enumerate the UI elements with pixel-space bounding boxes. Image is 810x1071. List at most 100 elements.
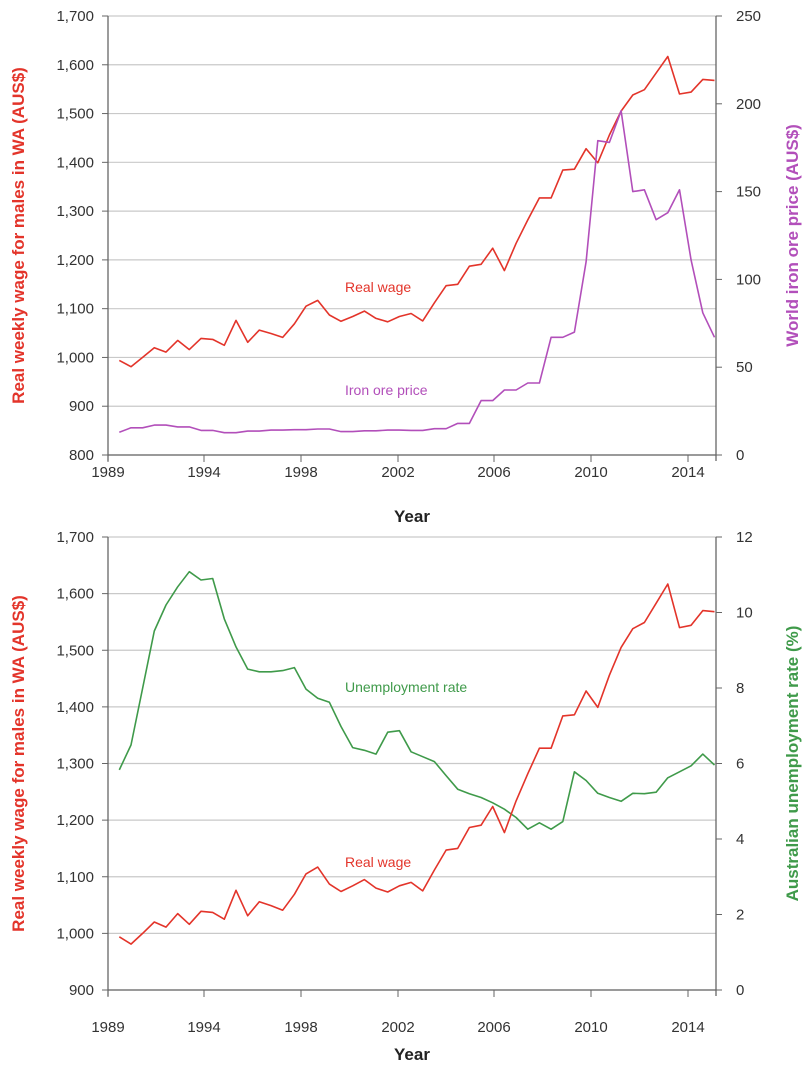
y-tick-label-left: 1,000 — [56, 349, 94, 366]
data-point-unemployment-rate — [328, 701, 331, 704]
data-point-unemployment-rate — [118, 768, 121, 771]
data-point-real-wage — [270, 904, 273, 907]
data-point-unemployment-rate — [468, 792, 471, 795]
series-line-real-wage — [118, 55, 715, 368]
data-point-unemployment-rate — [223, 617, 226, 620]
data-point-unemployment-rate — [456, 788, 459, 791]
data-point-unemployment-rate — [655, 791, 658, 794]
y-tick-label-right: 250 — [736, 8, 761, 25]
data-point-unemployment-rate — [526, 828, 529, 831]
data-point-iron-ore-price — [386, 429, 389, 432]
data-point-real-wage — [188, 923, 191, 926]
y-tick-label-left: 1,400 — [56, 154, 94, 171]
series-line-iron-ore-price — [119, 110, 716, 434]
data-point-real-wage — [550, 196, 553, 199]
data-point-real-wage — [690, 624, 693, 627]
data-point-iron-ore-price — [561, 336, 564, 339]
x-tick-label: 2006 — [477, 464, 510, 481]
data-point-real-wage — [141, 932, 144, 935]
y-axis-title-left: Real weekly wage for males in WA (AUS$) — [9, 67, 28, 404]
data-point-real-wage — [141, 356, 144, 359]
data-point-unemployment-rate — [433, 760, 436, 763]
y-tick-label-right: 10 — [736, 605, 753, 622]
y-tick-label-right: 0 — [736, 447, 744, 464]
y-tick-label-right: 0 — [736, 982, 744, 999]
data-point-real-wage — [550, 747, 553, 750]
data-point-iron-ore-price — [211, 429, 214, 432]
data-point-real-wage — [690, 91, 693, 94]
data-point-iron-ore-price — [281, 429, 284, 432]
y-tick-label-right: 6 — [736, 756, 744, 773]
data-point-iron-ore-price — [550, 336, 553, 339]
data-point-iron-ore-price — [293, 428, 296, 431]
data-point-iron-ore-price — [456, 422, 459, 425]
data-point-real-wage — [608, 134, 611, 137]
data-point-iron-ore-price — [199, 429, 202, 432]
data-point-unemployment-rate — [561, 820, 564, 823]
data-point-real-wage — [573, 168, 576, 171]
series-label-iron-ore-price: Iron ore price — [345, 382, 428, 398]
y-tick-label-left: 1,500 — [56, 106, 94, 123]
data-point-real-wage — [129, 365, 132, 368]
x-tick-label: 2002 — [381, 1019, 414, 1036]
data-point-iron-ore-price — [398, 429, 401, 432]
y-tick-label-left: 1,400 — [56, 699, 94, 716]
data-point-iron-ore-price — [690, 259, 693, 262]
data-point-unemployment-rate — [316, 697, 319, 700]
data-point-real-wage — [480, 824, 483, 827]
data-point-unemployment-rate — [386, 731, 389, 734]
data-point-real-wage — [561, 169, 564, 172]
data-point-iron-ore-price — [421, 429, 424, 432]
x-tick-label: 1994 — [187, 1019, 220, 1036]
data-point-iron-ore-price — [410, 429, 413, 432]
data-point-unemployment-rate — [258, 670, 261, 673]
y-tick-label-right: 150 — [736, 184, 761, 201]
data-point-unemployment-rate — [235, 645, 238, 648]
y-tick-label-left: 1,600 — [56, 57, 94, 74]
data-point-real-wage — [515, 799, 518, 802]
data-point-unemployment-rate — [398, 729, 401, 732]
data-point-real-wage — [305, 305, 308, 308]
series-line-unemployment-rate — [118, 570, 716, 831]
y-tick-label-right: 50 — [736, 359, 753, 376]
data-point-real-wage — [456, 847, 459, 850]
data-point-real-wage — [620, 646, 623, 649]
data-point-real-wage — [246, 914, 249, 917]
data-point-unemployment-rate — [631, 792, 634, 795]
data-point-real-wage — [293, 322, 296, 325]
data-point-real-wage — [316, 299, 319, 302]
data-point-unemployment-rate — [164, 603, 167, 606]
y-tick-label-left: 1,600 — [56, 586, 94, 603]
data-point-real-wage — [701, 78, 704, 81]
data-point-unemployment-rate — [211, 577, 214, 580]
data-point-real-wage — [164, 351, 167, 354]
data-point-real-wage — [503, 269, 506, 272]
data-point-unemployment-rate — [678, 770, 681, 773]
data-point-iron-ore-price — [176, 425, 179, 428]
data-point-real-wage — [585, 147, 588, 150]
data-point-iron-ore-price — [164, 424, 167, 427]
data-point-real-wage — [561, 714, 564, 717]
data-point-real-wage — [153, 346, 156, 349]
data-point-real-wage — [118, 935, 121, 938]
data-point-real-wage — [410, 312, 413, 315]
data-point-real-wage — [293, 893, 296, 896]
data-point-real-wage — [713, 610, 716, 613]
data-point-real-wage — [666, 55, 669, 58]
y-tick-label-left: 1,000 — [56, 925, 94, 942]
data-point-iron-ore-price — [491, 399, 494, 402]
data-point-real-wage — [246, 341, 249, 344]
data-point-real-wage — [199, 337, 202, 340]
data-point-real-wage — [421, 319, 424, 322]
data-point-iron-ore-price — [620, 109, 623, 112]
data-point-real-wage — [643, 621, 646, 624]
data-point-real-wage — [538, 196, 541, 199]
y-tick-label-left: 1,100 — [56, 869, 94, 886]
x-tick-label: 1989 — [91, 464, 124, 481]
data-point-real-wage — [503, 831, 506, 834]
y-tick-label-left: 1,300 — [56, 756, 94, 773]
data-point-iron-ore-price — [141, 426, 144, 429]
data-point-real-wage — [480, 263, 483, 266]
data-point-real-wage — [410, 881, 413, 884]
data-point-iron-ore-price — [526, 382, 529, 385]
